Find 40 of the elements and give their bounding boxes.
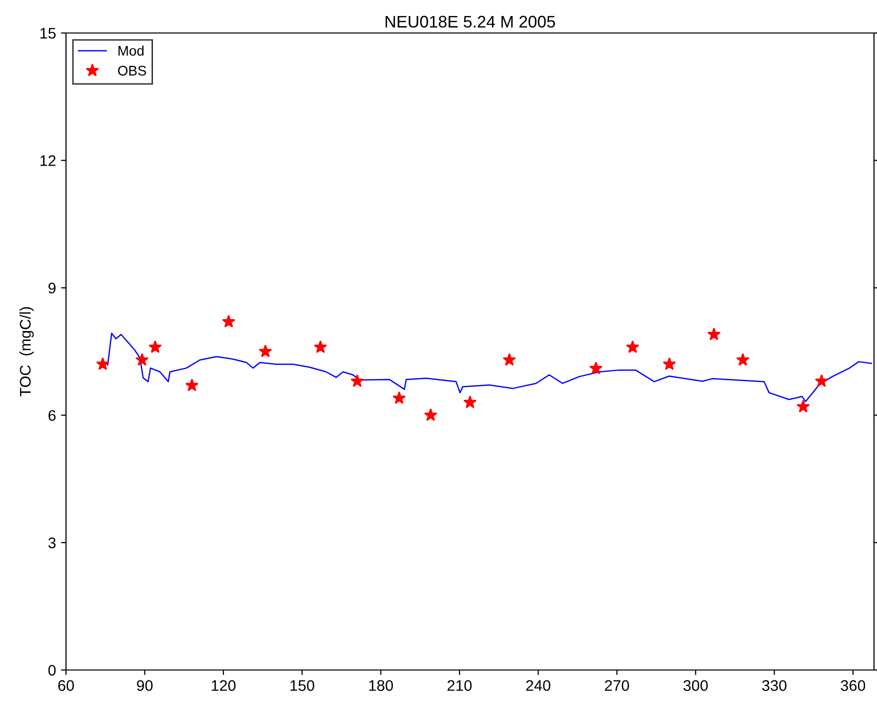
point [589, 362, 603, 374]
point [814, 374, 828, 387]
x-tick-label: 120 [212, 680, 236, 691]
point [148, 340, 162, 354]
point [392, 391, 406, 404]
x-tick-label: 330 [762, 680, 786, 691]
x-tick-label: 360 [840, 680, 866, 691]
x-tick-label: 150 [290, 680, 314, 691]
x-tick-label: 210 [448, 680, 472, 691]
point [502, 353, 516, 366]
point [796, 400, 810, 412]
point [314, 340, 328, 354]
y-tick-label: 6 [48, 410, 56, 421]
point [185, 378, 199, 392]
point [350, 374, 364, 387]
x-tick-label: 240 [526, 680, 550, 691]
x-tick-label: 180 [369, 680, 393, 691]
point [96, 357, 110, 370]
legend-label: Mod [118, 46, 144, 56]
y-tick-label: 15 [40, 28, 56, 39]
y-axis-title: TOC (mgC/l) [19, 307, 34, 396]
y-tick-label: 0 [48, 664, 56, 676]
y-tick-label: 3 [48, 537, 56, 548]
legend-label: OBS [118, 66, 146, 76]
point [707, 328, 721, 340]
point [135, 353, 149, 366]
y-tick-label: 12 [40, 155, 56, 166]
point [626, 340, 640, 354]
y-tick-label: 9 [48, 282, 56, 294]
point [736, 353, 750, 366]
x-tick-label: 270 [604, 680, 630, 691]
x-tick-label: 90 [136, 680, 153, 691]
point [662, 357, 676, 370]
x-tick-label: 60 [58, 680, 74, 691]
point [424, 408, 438, 421]
x-tick-label: 300 [683, 680, 708, 691]
point [258, 344, 272, 358]
point [463, 396, 477, 408]
point [222, 314, 236, 328]
chart-title: NEU018E 5.24 M 2005 [386, 16, 556, 28]
